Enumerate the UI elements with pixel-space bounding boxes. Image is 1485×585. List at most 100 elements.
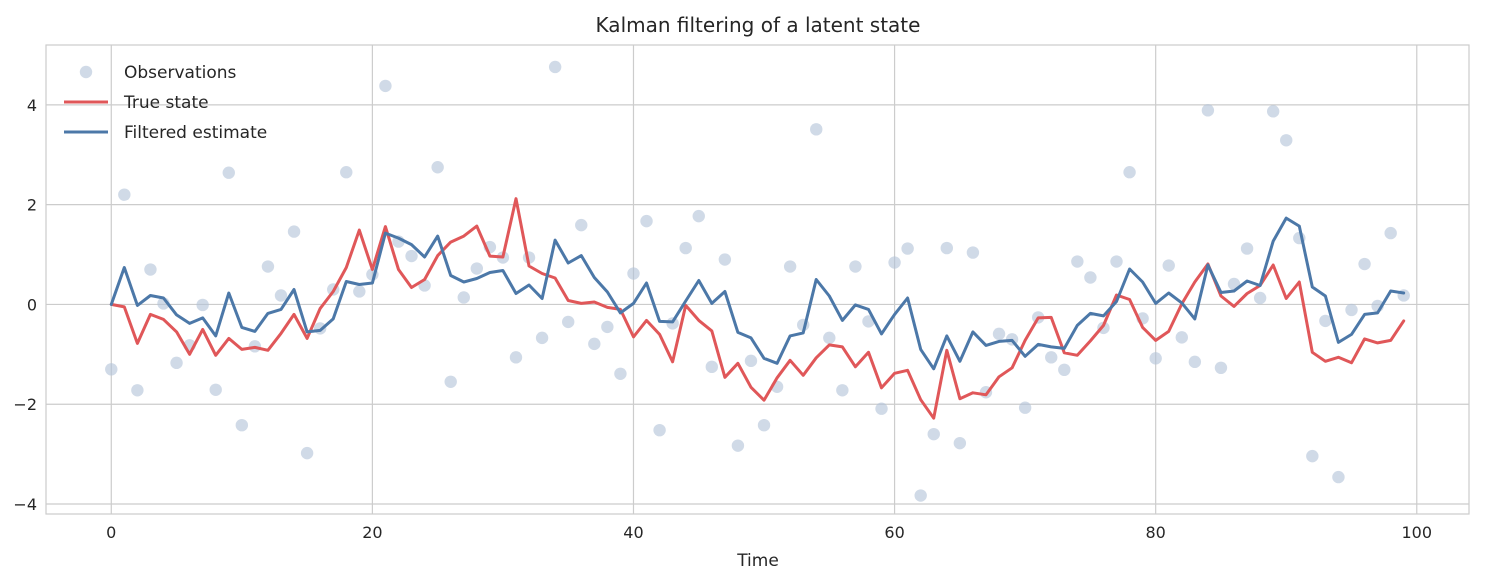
observations-point [757,418,771,432]
observations-point [810,123,823,136]
observations-point [457,291,470,304]
observations-point [731,439,745,452]
observations-point [1266,105,1280,118]
tick-labels: 0 20 40 60 80 100 −4 −2 0 2 4 [13,96,1432,542]
observations-point [953,436,967,450]
observations-point [901,242,914,255]
observations-point [1149,352,1162,365]
observations-point [914,489,927,502]
y-tick-label: −4 [13,495,37,514]
observations-point [940,241,953,255]
observations-point [888,256,901,269]
observations-point [1045,351,1058,364]
observations-point [823,331,836,345]
observations-point [1175,331,1188,344]
observations-point [875,402,888,415]
x-axis-label: Time [736,551,779,571]
observations-point [118,188,131,201]
observations-point [718,253,732,266]
observations-point [261,260,275,273]
observations-point [1162,259,1175,272]
observations-point [562,315,575,329]
observations-point [601,320,614,334]
x-tick-label: 40 [623,523,643,542]
plot-area [45,44,1470,515]
legend-label: Observations [124,63,237,83]
observations-point [692,209,705,223]
observations-point [353,285,366,298]
x-tick-label: 20 [362,523,382,542]
y-tick-label: 0 [27,295,37,314]
observations-point [705,360,719,374]
legend-marker [79,65,93,79]
observations-point [1201,104,1215,117]
observations-point [1319,314,1332,328]
observations-point [966,246,980,259]
y-tick-label: 2 [27,196,37,215]
chart-title: Kalman filtering of a latent state [596,13,921,37]
observations-point [1253,291,1267,305]
observations-point [1214,361,1228,375]
observations-point [849,260,862,273]
observations-point [992,327,1006,341]
observations-point [105,363,118,376]
legend: Observations True state Filtered estimate [64,63,267,143]
observations-point [170,356,183,370]
observations-point [1358,257,1371,271]
observations-point [144,263,157,276]
x-tick-label: 100 [1402,523,1433,542]
observations-point [444,375,457,388]
observations-point [548,60,562,74]
observations-point [509,351,523,364]
observations-point [405,249,418,263]
observations-point [1345,303,1358,317]
observations-layer [105,60,1410,502]
observations-point [1110,255,1123,268]
observations-point [300,446,314,460]
x-tick-label: 80 [1145,523,1165,542]
observations-point [1084,271,1097,284]
legend-entry-observations: Observations [79,63,237,83]
observations-point [927,427,940,441]
observations-point [1058,363,1071,377]
filtered-estimate-line [109,216,1406,371]
plot-frame [45,44,1470,515]
lines-layer [109,197,1406,420]
y-tick-label: −2 [13,395,37,414]
observations-point [1280,134,1293,147]
observations-point [1306,449,1319,463]
plot-background [46,45,1469,514]
observations-point [614,367,627,380]
observations-point [1018,401,1032,414]
observations-point [1071,255,1084,268]
observations-point [783,260,797,273]
true-state-line [109,197,1406,420]
legend-entry-filtered-estimate: Filtered estimate [64,123,267,143]
y-tick-label: 4 [27,96,37,115]
observations-point [679,241,692,255]
x-tick-label: 60 [884,523,904,542]
observations-point [287,225,301,238]
observations-point [653,423,666,437]
observations-point [1384,226,1397,240]
x-tick-label: 0 [106,523,116,542]
observations-point [744,354,758,368]
observations-point [588,337,601,351]
observations-point [1188,355,1202,369]
observations-point [640,214,653,228]
legend-label: True state [123,93,209,113]
observations-point [836,384,849,397]
legend-label: Filtered estimate [124,123,267,143]
observations-point [274,289,288,302]
observations-point [535,331,549,345]
observations-point [431,161,444,174]
observations-point [575,218,588,232]
observations-point [1332,470,1345,484]
observations-point [379,79,392,93]
observations-point [196,298,209,312]
observations-point [1240,242,1254,255]
legend-entry-true-state: True state [64,93,209,113]
observations-point [340,166,353,179]
observations-point [209,383,222,396]
